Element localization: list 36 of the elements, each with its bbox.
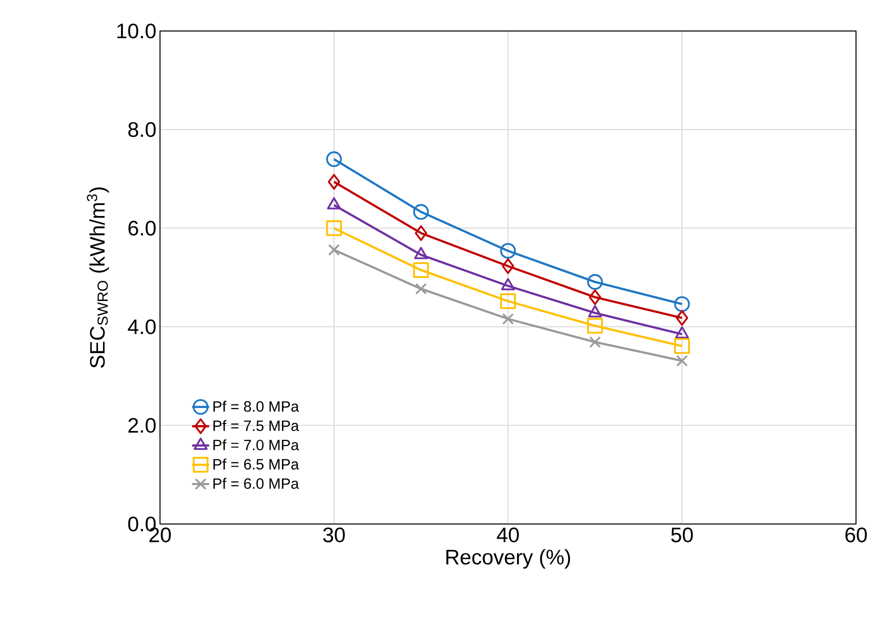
legend-label: Pf = 6.0 MPa [213,478,300,489]
point [587,274,603,290]
x-tick-label: 60 [845,528,867,542]
y-tick-label: 2.0 [128,418,156,433]
x-tick-label: 40 [496,528,519,542]
x-tick-label: 30 [323,528,345,542]
point [502,258,514,274]
point [326,220,342,236]
legend-label: Pf = 7.0 MPa [213,439,300,450]
point [502,313,514,325]
point [676,354,688,367]
x-tick-label: 50 [671,528,693,542]
x-axis-title: Recovery (%) [446,549,570,569]
y-tick-label: 8.0 [128,122,156,137]
y-tick-label: 6.0 [128,220,156,236]
point [500,242,516,259]
point [589,336,601,348]
y-axis-title: SEC$_{SWRO}$ (kWh/m$^{3}$) [86,188,109,368]
point [326,151,342,168]
point [413,204,429,220]
point [415,282,427,295]
y-tick-label: 4.0 [128,319,156,334]
point [587,318,603,334]
point [328,244,340,256]
point [674,338,690,354]
point [588,289,602,306]
point [413,262,429,278]
point [674,296,690,312]
point [414,225,428,241]
legend-label: Pf = 8.0 MPa [213,400,300,412]
point [328,174,340,190]
legend-label: Pf = 6.5 MPa [213,458,300,470]
legend-label: Pf = 7.5 MPa [213,420,300,432]
point [676,310,688,326]
point [500,293,516,310]
y-tick-label: 10.0 [117,24,156,38]
